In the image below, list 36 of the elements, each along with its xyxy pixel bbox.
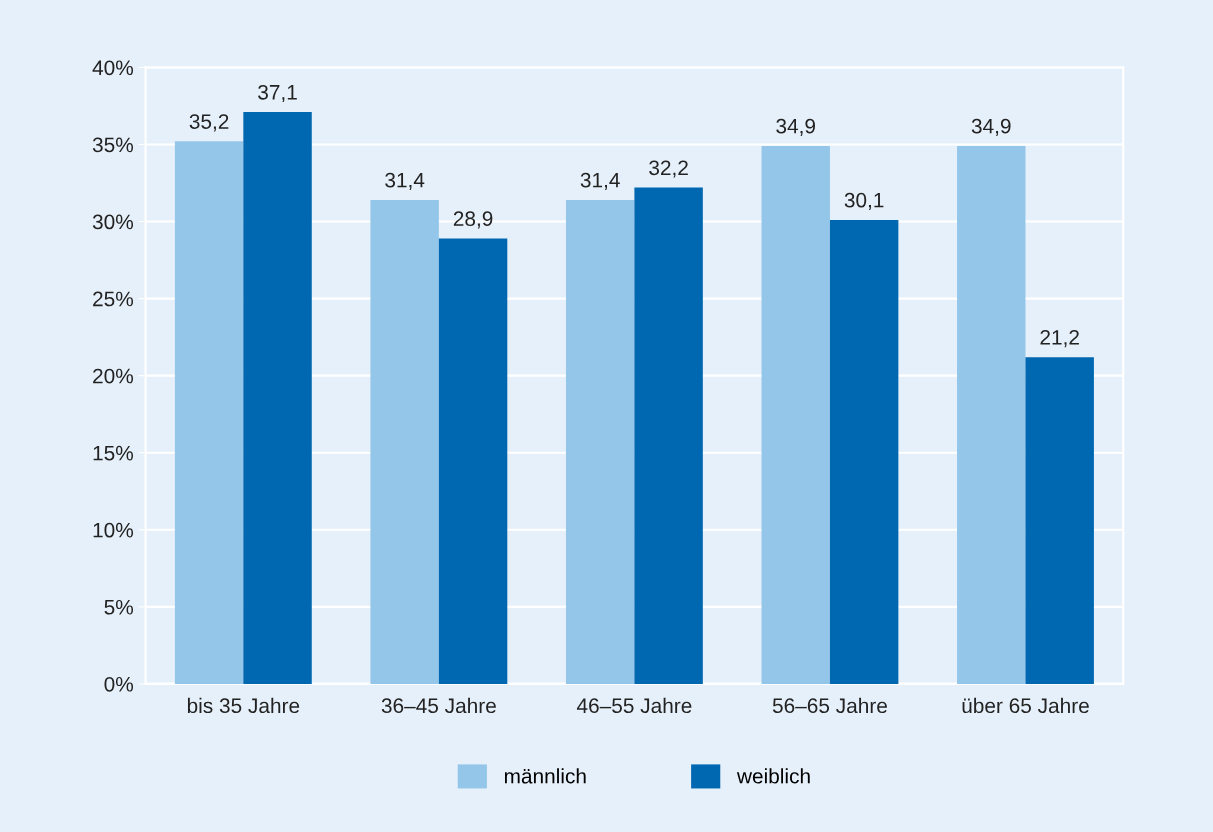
data-label: 31,4 bbox=[580, 172, 620, 190]
bar bbox=[565, 199, 635, 684]
legend-label: weiblich bbox=[736, 768, 810, 784]
y-tick-label: 20% bbox=[93, 368, 134, 384]
data-label: 35,2 bbox=[189, 114, 229, 132]
bar bbox=[1025, 357, 1094, 684]
y-tick-label: 10% bbox=[93, 522, 134, 538]
bar bbox=[761, 146, 830, 684]
y-tick-label: 15% bbox=[93, 445, 134, 461]
bar bbox=[174, 141, 244, 684]
bar bbox=[370, 199, 439, 684]
bar bbox=[243, 112, 312, 684]
data-label: 32,2 bbox=[649, 160, 688, 178]
bar bbox=[957, 146, 1026, 684]
bar bbox=[634, 187, 703, 684]
x-tick-label: 36–45 Jahre bbox=[381, 697, 496, 714]
x-tick-label: bis 35 Jahre bbox=[187, 697, 300, 714]
y-tick-label: 5% bbox=[104, 599, 134, 615]
legend-label: männlich bbox=[504, 768, 586, 784]
data-label: 30,1 bbox=[844, 192, 884, 210]
data-label: 34,9 bbox=[971, 118, 1011, 137]
y-tick-label: 25% bbox=[93, 291, 134, 307]
x-tick-label: 56–65 Jahre bbox=[772, 697, 887, 714]
x-tick-label: über 65 Jahre bbox=[962, 697, 1089, 714]
data-label: 34,9 bbox=[776, 118, 815, 137]
bar bbox=[829, 219, 899, 684]
x-tick-label: 46–55 Jahre bbox=[576, 697, 692, 714]
y-tick-label: 0% bbox=[104, 676, 134, 692]
y-tick-label: 35% bbox=[92, 137, 134, 153]
data-label: 37,1 bbox=[258, 84, 297, 103]
bar bbox=[438, 238, 508, 684]
data-label: 28,9 bbox=[453, 211, 493, 229]
y-tick-label: 30% bbox=[92, 214, 134, 230]
data-label: 21,2 bbox=[1040, 329, 1079, 348]
y-tick-label: 40% bbox=[92, 60, 134, 76]
data-label: 31,4 bbox=[385, 172, 425, 190]
